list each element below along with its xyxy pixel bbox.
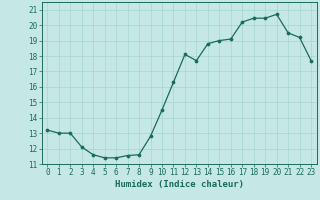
X-axis label: Humidex (Indice chaleur): Humidex (Indice chaleur) xyxy=(115,180,244,189)
